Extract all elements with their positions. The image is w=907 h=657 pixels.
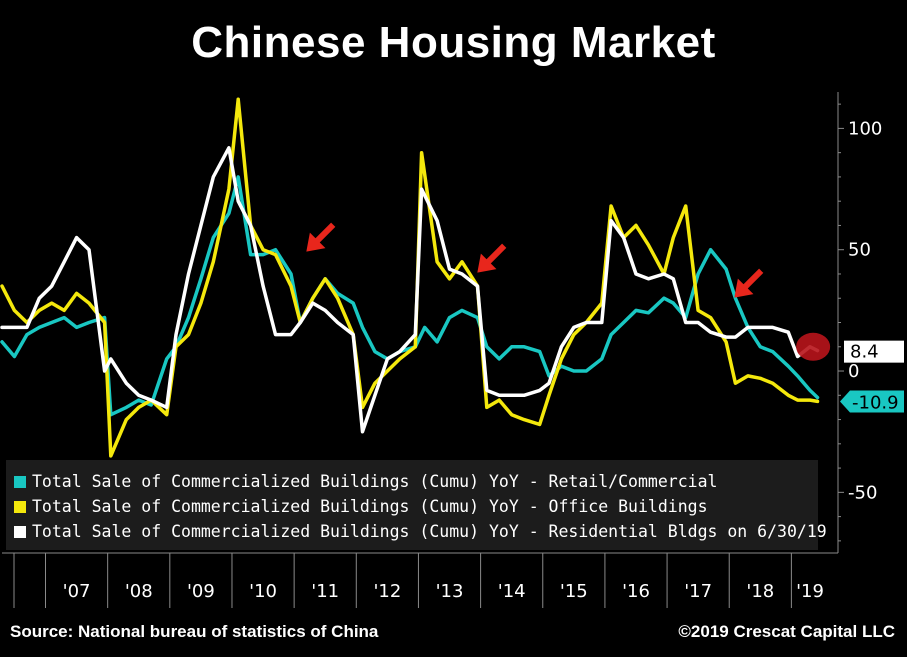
series-line-2 bbox=[0, 146, 820, 434]
legend-swatch-office bbox=[14, 501, 26, 513]
legend-label-retail: Total Sale of Commercialized Buildings (… bbox=[32, 472, 718, 491]
x-tick-label: '19 bbox=[796, 581, 824, 602]
arrow-2011 bbox=[306, 222, 336, 252]
arrow-2014 bbox=[477, 243, 507, 273]
last-value-box-retail bbox=[840, 390, 904, 413]
x-tick-label: '10 bbox=[249, 581, 277, 602]
legend-entry-residential: Total Sale of Commercialized Buildings (… bbox=[14, 522, 827, 541]
x-tick-label: '07 bbox=[63, 581, 91, 602]
series-layer bbox=[0, 97, 820, 458]
chart-title: Chinese Housing Market bbox=[191, 18, 716, 67]
legend-entry-office: Total Sale of Commercialized Buildings (… bbox=[14, 497, 708, 516]
arrow-shaft bbox=[485, 243, 507, 265]
plot-frame bbox=[2, 92, 839, 608]
y-tick-label: 0 bbox=[848, 361, 859, 382]
copyright-note: ©2019 Crescat Capital LLC bbox=[678, 622, 895, 641]
arrow-shaft bbox=[314, 222, 336, 244]
x-tick-label: '14 bbox=[498, 581, 526, 602]
arrow-head bbox=[306, 232, 326, 252]
x-tick-label: '13 bbox=[436, 581, 464, 602]
x-tick-label: '18 bbox=[746, 581, 774, 602]
y-tick-label: 100 bbox=[848, 118, 882, 139]
series-line-1 bbox=[0, 97, 820, 458]
legend-label-office: Total Sale of Commercialized Buildings (… bbox=[32, 497, 708, 516]
legend-entry-retail: Total Sale of Commercialized Buildings (… bbox=[14, 472, 717, 491]
legend: Total Sale of Commercialized Buildings (… bbox=[6, 460, 827, 550]
last-value-label-retail: -10.9 bbox=[852, 392, 899, 413]
legend-label-residential: Total Sale of Commercialized Buildings (… bbox=[32, 522, 827, 541]
legend-swatch-residential bbox=[14, 526, 26, 538]
last-value-label-residential: 8.4 bbox=[850, 342, 879, 363]
last-value-box-residential bbox=[844, 340, 904, 363]
x-tick-label: '12 bbox=[373, 581, 401, 602]
x-tick-label: '09 bbox=[187, 581, 215, 602]
y-tick-label: 50 bbox=[848, 240, 871, 261]
legend-swatch-retail bbox=[14, 476, 26, 488]
annotations-layer bbox=[306, 222, 831, 361]
highlight-circle bbox=[796, 332, 831, 361]
x-tick-label: '11 bbox=[311, 581, 339, 602]
x-tick-label: '16 bbox=[622, 581, 650, 602]
y-tick-label: -50 bbox=[848, 482, 877, 503]
arrow-head bbox=[734, 278, 754, 298]
x-tick-label: '17 bbox=[684, 581, 712, 602]
axis-layer: '07 '08 '09 '10 '11 '12 '13 '14 '15 '16 '17 '18 '19 1… bbox=[63, 103, 904, 602]
x-tick-label: '15 bbox=[560, 581, 588, 602]
x-tick-label: '08 bbox=[125, 581, 153, 602]
source-note: Source: National bureau of statistics of… bbox=[10, 622, 379, 641]
arrow-shaft bbox=[742, 268, 764, 290]
arrow-2019 bbox=[734, 268, 764, 298]
arrow-head bbox=[477, 253, 497, 273]
